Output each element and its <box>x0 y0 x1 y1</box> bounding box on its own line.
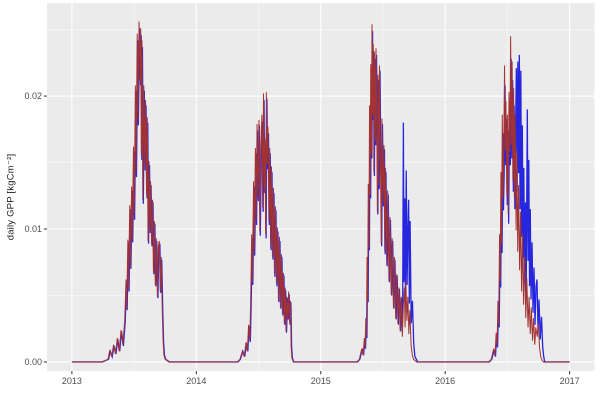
y-tick-label: 0.02 <box>24 91 42 102</box>
y-tick-label: 0.01 <box>24 224 42 234</box>
y-tick-label: 0.00 <box>24 356 42 367</box>
x-tick-label: 2013 <box>61 376 82 386</box>
series-red-line <box>71 21 570 363</box>
x-tick-label: 2017 <box>559 376 580 386</box>
x-tick-label: 2015 <box>310 376 331 386</box>
x-tick-label: 2016 <box>435 376 456 386</box>
x-tick-label: 2014 <box>186 376 207 386</box>
